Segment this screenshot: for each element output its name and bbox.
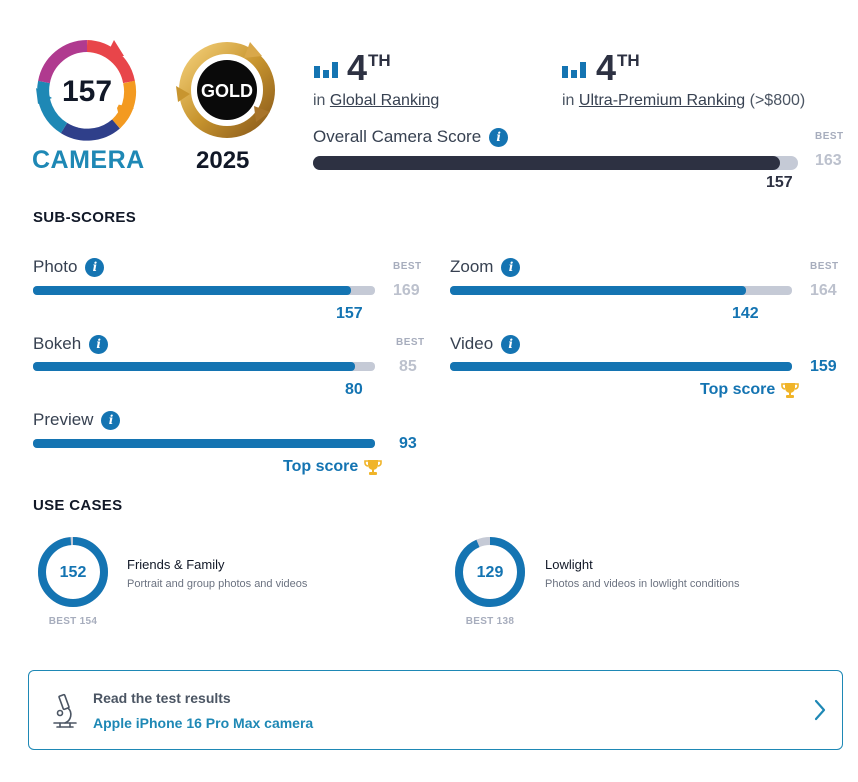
- camera-score-value: 157: [62, 75, 112, 108]
- info-icon[interactable]: i: [489, 127, 509, 147]
- bar-chart-icon: [314, 62, 338, 78]
- use-case-best-friends-family: BEST 154: [48, 616, 98, 627]
- subscore-preview-bar: [33, 439, 375, 448]
- info-icon[interactable]: i: [101, 410, 121, 430]
- subscore-bokeh-value: 80: [345, 381, 363, 398]
- subscore-zoom-bar: [450, 286, 792, 295]
- use-case-best-lowlight: BEST 138: [465, 616, 515, 627]
- trophy-icon: [364, 459, 383, 475]
- global-rank-number: 4TH: [347, 47, 391, 88]
- subscore-zoom-best-value: 164: [810, 282, 837, 299]
- gold-badge-label: GOLD: [201, 81, 253, 101]
- use-case-desc-lowlight: Photos and videos in lowlight conditions: [545, 578, 740, 590]
- info-icon[interactable]: i: [501, 334, 521, 354]
- subscore-zoom-label: Zoom i: [450, 257, 521, 277]
- subscores-title: SUB-SCORES: [33, 209, 137, 226]
- global-ranking-link[interactable]: Global Ranking: [329, 92, 440, 109]
- use-cases-title: USE CASES: [33, 497, 123, 514]
- info-icon[interactable]: i: [85, 257, 105, 277]
- use-case-arc-lowlight: [455, 537, 525, 607]
- overall-score-value: 157: [766, 174, 793, 191]
- use-case-arc-friends-family: [38, 537, 108, 607]
- overall-score-fill: [313, 156, 781, 170]
- subscore-preview-label: Preview i: [33, 410, 121, 430]
- overall-score-bar: [313, 156, 798, 170]
- use-case-title-friends-family: Friends & Family: [127, 557, 225, 572]
- subscore-preview-fill: [33, 439, 375, 448]
- segment-rank-text: in Ultra-Premium Ranking (>$800): [562, 92, 806, 109]
- subscore-photo-label: Photo i: [33, 257, 105, 277]
- subscore-zoom-value: 142: [732, 305, 759, 322]
- subscore-zoom-fill: [450, 286, 747, 295]
- global-rank-text: in Global Ranking: [313, 92, 440, 109]
- info-icon[interactable]: i: [501, 257, 521, 277]
- subscore-video-top-score: Top score: [700, 381, 800, 399]
- subscore-video-bar: [450, 362, 792, 371]
- subscore-video-fill: [450, 362, 792, 371]
- card-link[interactable]: Apple iPhone 16 Pro Max camera: [93, 715, 314, 731]
- use-case-score-friends-family: 152: [59, 564, 87, 581]
- use-case-score-lowlight: 129: [476, 564, 504, 581]
- subscore-photo-value: 157: [336, 305, 363, 322]
- trophy-icon: [781, 382, 800, 398]
- microscope-icon: [53, 693, 77, 728]
- subscore-preview-value: 93: [399, 435, 417, 452]
- subscore-bokeh-best-label: BEST: [396, 337, 425, 348]
- camera-label: CAMERA: [32, 146, 145, 174]
- card-title: Read the test results: [93, 690, 231, 706]
- info-icon[interactable]: i: [89, 334, 109, 354]
- subscore-bokeh-fill: [33, 362, 355, 371]
- subscore-photo-fill: [33, 286, 351, 295]
- subscore-preview-top-score: Top score: [283, 458, 383, 476]
- use-case-desc-friends-family: Portrait and group photos and videos: [127, 578, 308, 590]
- bar-chart-icon: [562, 62, 586, 78]
- segment-rank-number: 4TH: [596, 47, 640, 88]
- badge-year: 2025: [196, 147, 250, 174]
- gold-badge: GOLD: [176, 42, 275, 138]
- use-case-ring-lowlight: [455, 537, 525, 607]
- chevron-right-icon[interactable]: [813, 699, 827, 721]
- subscore-photo-best-value: 169: [393, 282, 420, 299]
- subscore-bokeh-label: Bokeh i: [33, 334, 109, 354]
- subscore-zoom-best-label: BEST: [810, 261, 839, 272]
- overall-best-value: 163: [815, 152, 842, 169]
- subscore-photo-bar: [33, 286, 375, 295]
- subscore-bokeh-bar: [33, 362, 375, 371]
- camera-score-badge: 157: [36, 40, 137, 141]
- subscore-video-label: Video i: [450, 334, 521, 354]
- subscore-photo-best-label: BEST: [393, 261, 422, 272]
- subscore-video-value: 159: [810, 358, 837, 375]
- use-case-title-lowlight: Lowlight: [545, 557, 593, 572]
- overall-score-label: Overall Camera Score i: [313, 127, 509, 147]
- overall-best-label: BEST: [815, 131, 844, 142]
- ultra-premium-ranking-link[interactable]: Ultra-Premium Ranking: [578, 92, 746, 109]
- subscore-bokeh-best-value: 85: [399, 358, 417, 375]
- test-results-card[interactable]: Read the test results Apple iPhone 16 Pr…: [28, 670, 843, 750]
- use-case-ring-friends-family: [38, 537, 108, 607]
